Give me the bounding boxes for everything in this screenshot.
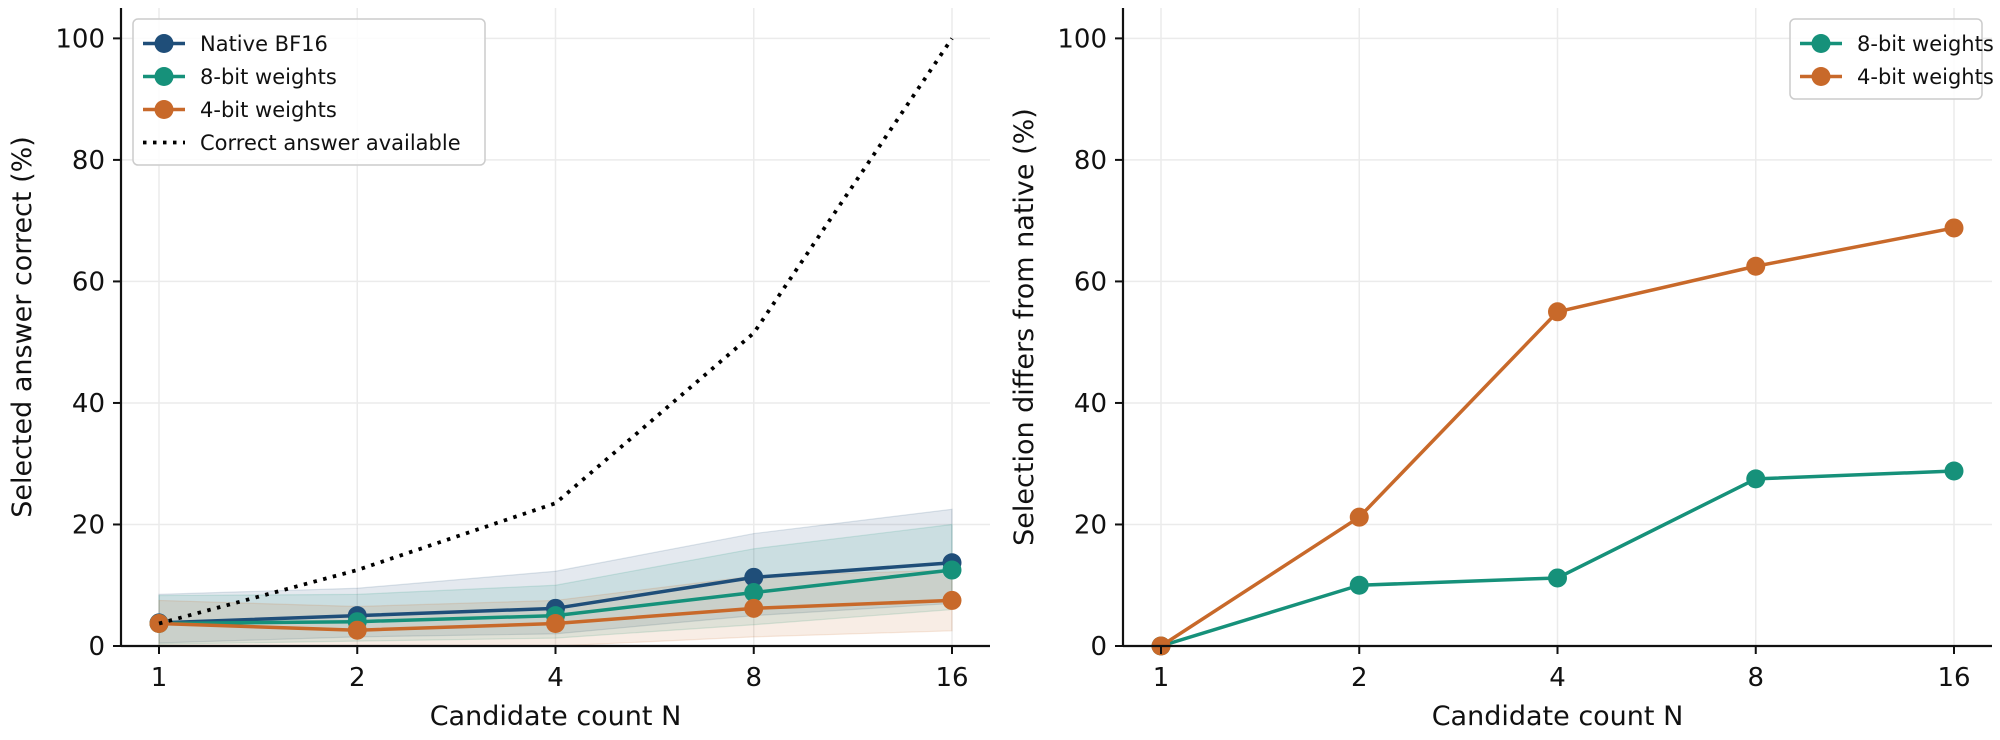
legend-label-1: 8-bit weights xyxy=(200,65,337,89)
data-point-1-3 xyxy=(744,583,764,603)
data-point-1-2 xyxy=(1548,302,1567,322)
x-tick-label: 8 xyxy=(1747,663,1764,693)
legend: 8-bit weights 4-bit weights xyxy=(1789,18,1994,100)
x-axis-label: Candidate count N xyxy=(430,701,682,732)
x-tick-label: 4 xyxy=(1549,663,1566,693)
x-tick-label: 2 xyxy=(1351,663,1368,693)
legend-label-3: Correct answer available xyxy=(200,131,461,155)
y-tick-label: 100 xyxy=(55,24,105,54)
data-point-1-3 xyxy=(1746,256,1766,276)
data-point-1-1 xyxy=(1349,507,1369,527)
y-axis-label: Selected answer correct (%) xyxy=(7,136,38,518)
legend-marker-2 xyxy=(154,100,174,119)
legend-marker-1 xyxy=(154,67,174,86)
data-point-0-2 xyxy=(1548,568,1567,588)
x-tick-label: 8 xyxy=(745,663,762,693)
y-tick-label: 80 xyxy=(1074,146,1107,176)
y-tick-label: 40 xyxy=(1074,389,1107,419)
data-point-0-4 xyxy=(1944,461,1964,481)
data-point-1-4 xyxy=(942,560,962,580)
data-point-2-3 xyxy=(744,598,764,618)
y-tick-label: 0 xyxy=(88,632,105,662)
data-point-2-4 xyxy=(942,590,962,610)
data-point-0-3 xyxy=(1746,469,1766,489)
data-point-1-4 xyxy=(1944,218,1964,238)
left-chart: 1 2 4 8 16 0 20 40 60 80 100 Candidate count N Selec… xyxy=(7,8,990,732)
y-tick-label: 100 xyxy=(1057,24,1107,54)
x-axis-label: Candidate count N xyxy=(1432,701,1684,732)
data-point-0-3 xyxy=(744,567,764,587)
legend-marker-0 xyxy=(154,34,174,53)
y-tick-label: 20 xyxy=(1074,510,1107,540)
x-tick-label: 2 xyxy=(349,663,366,693)
legend-marker-1 xyxy=(1811,67,1831,86)
legend-label-2: 4-bit weights xyxy=(200,98,337,122)
legend-label-0: 8-bit weights xyxy=(1857,32,1994,56)
data-point-0-1 xyxy=(1349,575,1369,595)
legend-box xyxy=(1789,18,1983,100)
y-tick-label: 40 xyxy=(72,389,105,419)
y-tick-label: 60 xyxy=(1074,267,1107,297)
right-chart: 1 2 4 8 16 0 20 40 60 80 100 Candidate count N Selec… xyxy=(1009,8,1994,732)
y-axis-label: Selection differs from native (%) xyxy=(1009,108,1040,546)
y-tick-label: 20 xyxy=(72,510,105,540)
x-tick-label: 1 xyxy=(1153,663,1170,693)
data-point-2-1 xyxy=(347,620,367,640)
legend: Native BF16 8-bit weights 4-bit weights Cor… xyxy=(132,18,486,166)
x-tick-label: 1 xyxy=(151,663,168,693)
y-tick-label: 60 xyxy=(72,267,105,297)
legend-label-1: 4-bit weights xyxy=(1857,65,1994,89)
legend-marker-0 xyxy=(1811,34,1831,53)
data-point-2-2 xyxy=(546,614,565,634)
legend-label-0: Native BF16 xyxy=(200,32,328,56)
x-tick-label: 16 xyxy=(1937,663,1970,693)
legend-box xyxy=(132,18,486,166)
x-tick-label: 16 xyxy=(935,663,968,693)
y-tick-label: 80 xyxy=(72,146,105,176)
y-tick-label: 0 xyxy=(1090,632,1107,662)
x-tick-label: 4 xyxy=(547,663,564,693)
